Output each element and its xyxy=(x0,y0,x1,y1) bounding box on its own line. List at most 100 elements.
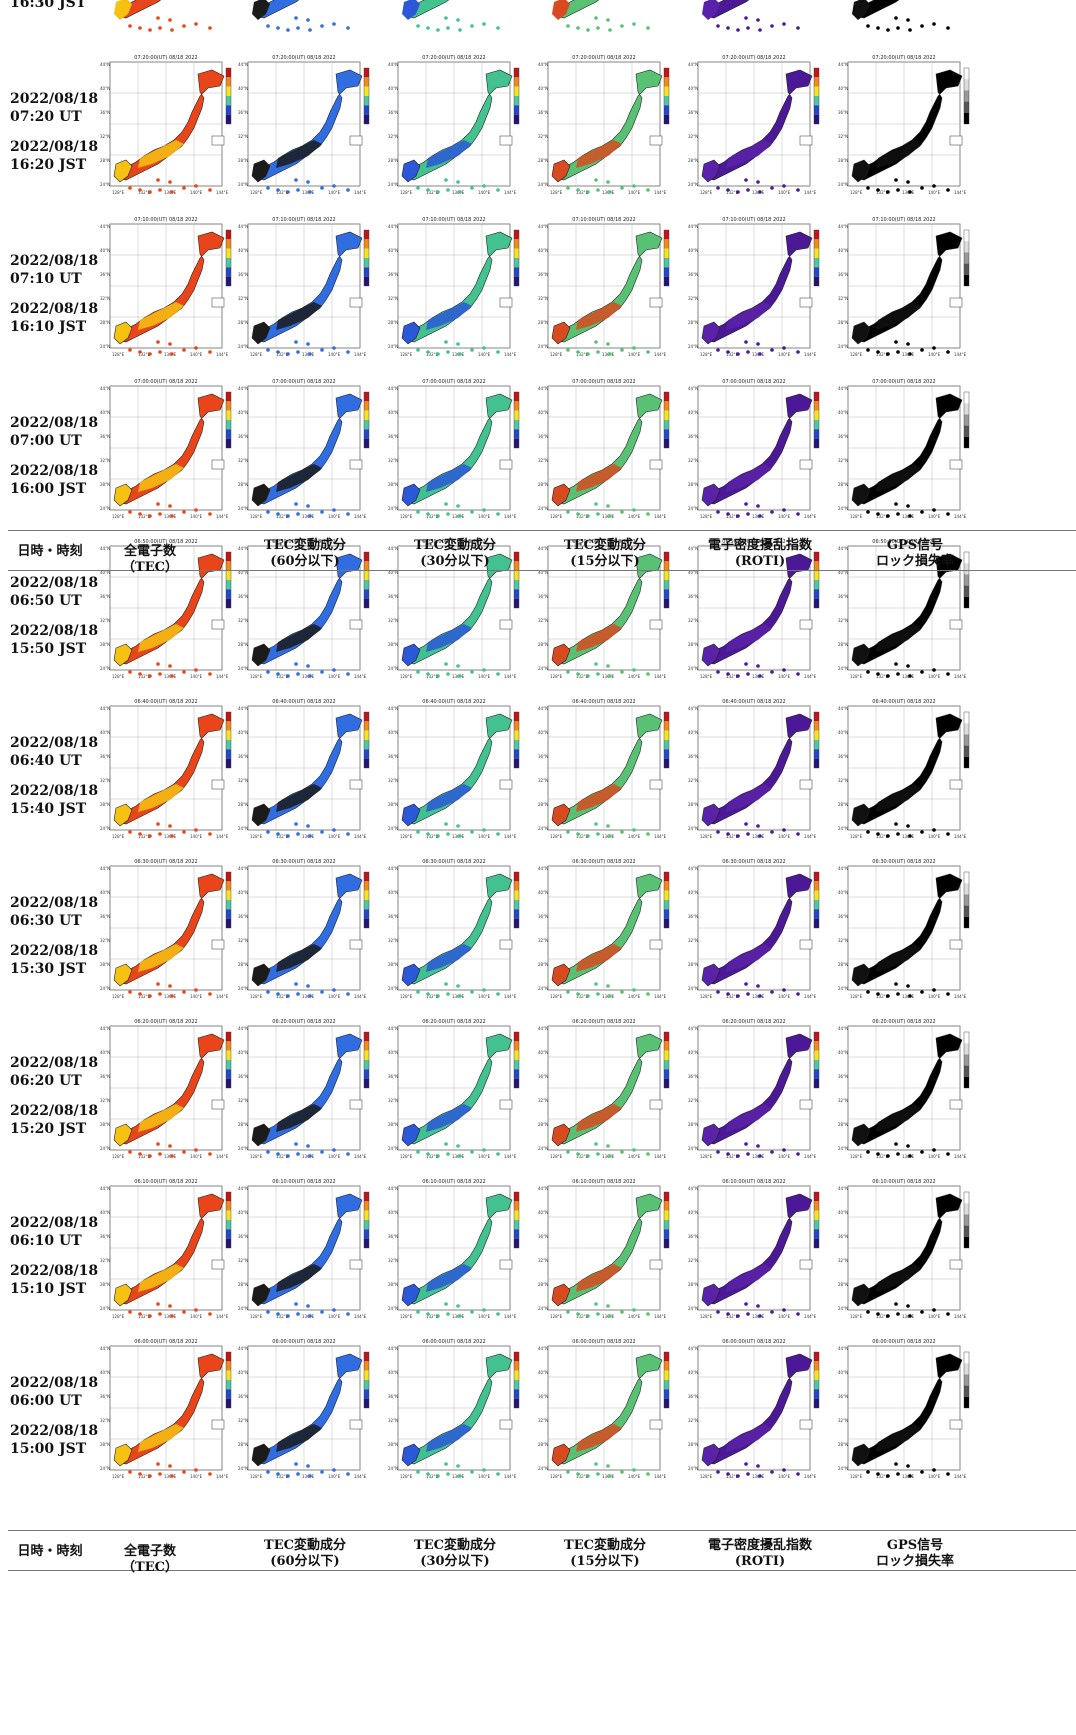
lat-tick: 36°N xyxy=(100,914,110,919)
lat-tick: 40°N xyxy=(388,1050,398,1055)
lon-tick: 132°E xyxy=(138,352,151,357)
lat-tick: 24°N xyxy=(388,1306,398,1311)
lat-tick: 36°N xyxy=(538,110,548,115)
lat-tick: 28°N xyxy=(538,802,548,807)
lon-tick: 128°E xyxy=(700,352,713,357)
lat-tick: 32°N xyxy=(538,458,548,463)
lat-tick: 44°N xyxy=(238,1026,248,1031)
lat-tick: 36°N xyxy=(538,272,548,277)
lon-tick: 132°E xyxy=(726,1474,739,1479)
lat-tick: 32°N xyxy=(838,778,848,783)
colorbar xyxy=(813,1191,820,1249)
lat-tick: 28°N xyxy=(538,158,548,163)
lat-tick: 36°N xyxy=(100,754,110,759)
lon-tick: 144°E xyxy=(804,1474,817,1479)
colorbar xyxy=(813,1031,820,1089)
lon-tick: 132°E xyxy=(276,1314,289,1319)
lat-tick: 44°N xyxy=(538,62,548,67)
lat-tick: 28°N xyxy=(388,802,398,807)
map-title: 06:40:00(UT) 08/18 2022 xyxy=(422,699,485,705)
lat-tick: 28°N xyxy=(688,962,698,967)
colorbar xyxy=(513,711,520,769)
colorbar xyxy=(363,229,370,287)
lat-tick: 40°N xyxy=(538,86,548,91)
map-title: 06:20:00(UT) 08/18 2022 xyxy=(272,1019,335,1025)
lon-tick: 140°E xyxy=(478,1474,491,1479)
lat-tick: 32°N xyxy=(238,458,248,463)
lat-tick: 24°N xyxy=(538,986,548,991)
lon-tick: 144°E xyxy=(216,994,229,999)
lat-tick: 24°N xyxy=(538,344,548,349)
lat-tick: 32°N xyxy=(688,1258,698,1263)
map-tec-30: 07:00:00(UT) 08/18 2022 44°N 40°N 36°N 32°N 2… xyxy=(388,376,528,526)
lat-tick: 32°N xyxy=(100,134,110,139)
lon-tick: 128°E xyxy=(700,674,713,679)
lat-tick: 44°N xyxy=(538,386,548,391)
lat-tick: 44°N xyxy=(100,1186,110,1191)
lon-tick: 144°E xyxy=(504,674,517,679)
lat-tick: 44°N xyxy=(388,866,398,871)
map-lol: 06:40:00(UT) 08/18 2022 44°N 40°N 36°N 32°N 2… xyxy=(838,696,978,846)
lat-tick: 24°N xyxy=(238,826,248,831)
lat-tick: 40°N xyxy=(100,86,110,91)
lat-tick: 36°N xyxy=(100,434,110,439)
map-tec: 06:40:00(UT) 08/18 2022 44°N 40°N 36°N 32°N 2… xyxy=(100,696,240,846)
map-tec-30: 06:50:00(UT) 08/18 2022 44°N 40°N 36°N 32°N 2… xyxy=(388,536,528,686)
lat-tick: 44°N xyxy=(100,62,110,67)
lat-tick: 44°N xyxy=(688,866,698,871)
lat-tick: 44°N xyxy=(688,1186,698,1191)
lon-tick: 128°E xyxy=(700,834,713,839)
lat-tick: 36°N xyxy=(688,914,698,919)
map-title: 07:20:00(UT) 08/18 2022 xyxy=(872,55,935,61)
lat-tick: 32°N xyxy=(238,134,248,139)
lat-tick: 28°N xyxy=(100,642,110,647)
lat-tick: 36°N xyxy=(100,594,110,599)
lat-tick: 44°N xyxy=(388,706,398,711)
lat-tick: 32°N xyxy=(100,296,110,301)
colorbar xyxy=(363,1031,370,1089)
lat-tick: 24°N xyxy=(388,506,398,511)
map-title: 06:50:00(UT) 08/18 2022 xyxy=(134,539,197,545)
lat-tick: 28°N xyxy=(238,1442,248,1447)
lat-tick: 28°N xyxy=(688,1442,698,1447)
lat-tick: 36°N xyxy=(238,272,248,277)
map-lol: 06:20:00(UT) 08/18 2022 44°N 40°N 36°N 32°N 2… xyxy=(838,1016,978,1166)
map-title: 06:10:00(UT) 08/18 2022 xyxy=(872,1179,935,1185)
colorbar xyxy=(663,391,670,449)
map-title: 07:10:00(UT) 08/18 2022 xyxy=(272,217,335,223)
map-roti: 06:20:00(UT) 08/18 2022 44°N 40°N 36°N 32°N 2… xyxy=(688,1016,828,1166)
colorbar xyxy=(663,871,670,929)
map-tec-60: 06:30:00(UT) 08/18 2022 44°N 40°N 36°N 32°N 2… xyxy=(238,856,378,1006)
lon-tick: 128°E xyxy=(400,514,413,519)
map-tec: 06:00:00(UT) 08/18 2022 44°N 40°N 36°N 32°N 2… xyxy=(100,1336,240,1486)
lat-tick: 40°N xyxy=(538,1050,548,1055)
map-title: 07:20:00(UT) 08/18 2022 xyxy=(722,55,785,61)
lon-tick: 140°E xyxy=(190,190,203,195)
lon-tick: 140°E xyxy=(328,514,341,519)
lon-tick: 132°E xyxy=(276,1474,289,1479)
lat-tick: 36°N xyxy=(538,1234,548,1239)
lon-tick: 128°E xyxy=(112,352,125,357)
lon-tick: 132°E xyxy=(726,834,739,839)
lat-tick: 28°N xyxy=(688,642,698,647)
map-roti: 06:10:00(UT) 08/18 2022 44°N 40°N 36°N 32°N 2… xyxy=(688,1176,828,1326)
lon-tick: 144°E xyxy=(354,834,367,839)
lat-tick: 32°N xyxy=(838,458,848,463)
map-roti: 07:10:00(UT) 08/18 2022 44°N 40°N 36°N 32°N 2… xyxy=(688,214,828,364)
map-title: 06:00:00(UT) 08/18 2022 xyxy=(872,1339,935,1345)
lon-tick: 128°E xyxy=(400,1474,413,1479)
lon-tick: 128°E xyxy=(112,1474,125,1479)
lon-tick: 144°E xyxy=(954,834,967,839)
lon-tick: 140°E xyxy=(628,674,641,679)
lat-tick: 44°N xyxy=(538,866,548,871)
lon-tick: 132°E xyxy=(726,994,739,999)
lat-tick: 44°N xyxy=(388,224,398,229)
lon-tick: 144°E xyxy=(804,1314,817,1319)
lon-tick: 144°E xyxy=(804,674,817,679)
lon-tick: 140°E xyxy=(628,994,641,999)
map-lol: 07:00:00(UT) 08/18 2022 44°N 40°N 36°N 32°N 2… xyxy=(838,376,978,526)
map-roti: 06:50:00(UT) 08/18 2022 44°N 40°N 36°N 32°N 2… xyxy=(688,536,828,686)
lat-tick: 40°N xyxy=(388,248,398,253)
lat-tick: 28°N xyxy=(100,482,110,487)
map-title: 07:20:00(UT) 08/18 2022 xyxy=(134,55,197,61)
